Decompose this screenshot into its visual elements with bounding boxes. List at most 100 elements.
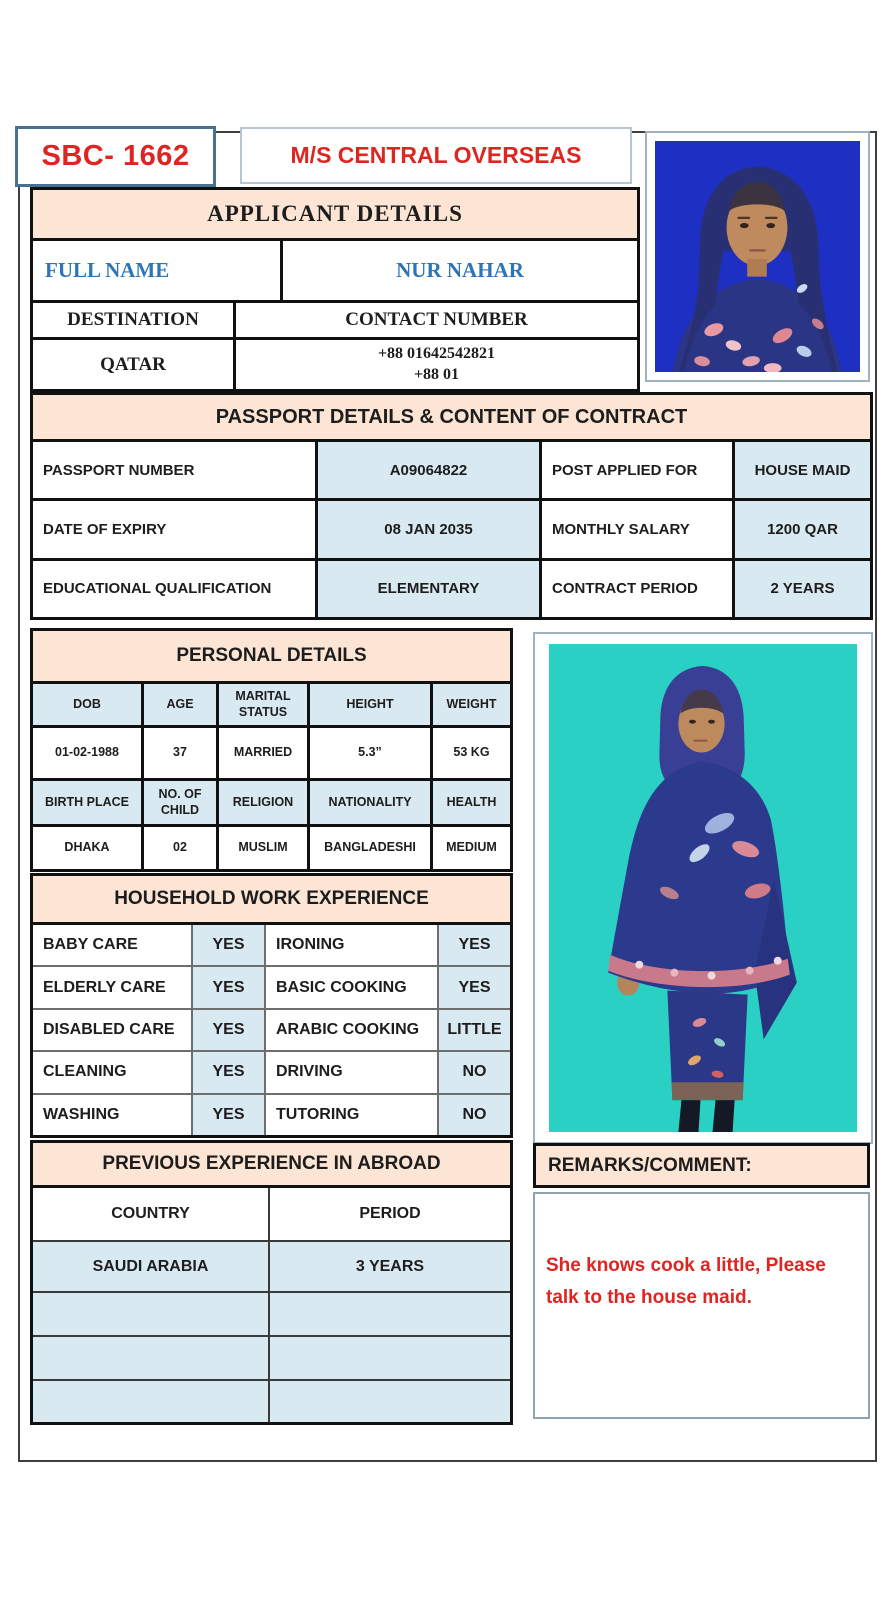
full-body-illustration	[549, 644, 857, 1132]
contact-line-2: +88 01	[413, 365, 460, 383]
salary-label: MONTHLY SALARY	[542, 501, 732, 558]
agency-name: M/S CENTRAL OVERSEAS	[290, 142, 582, 168]
no-of-child-value: 02	[144, 827, 216, 869]
destination-value-row: QATAR +88 01642542821 +88 01	[33, 340, 637, 389]
skill-tutoring-answer: NO	[439, 1094, 510, 1135]
skill-cleaning-answer: YES	[193, 1052, 264, 1093]
passport-number-label: PASSPORT NUMBER	[33, 442, 315, 499]
skill-tutoring: TUTORING	[266, 1094, 437, 1135]
contact-number-value: +88 01642542821 +88 01	[236, 340, 637, 389]
skill-baby-care: BABY CARE	[33, 925, 191, 966]
applicant-full-body-photo	[533, 632, 873, 1144]
age-header: AGE	[144, 684, 216, 725]
remarks-comment-box: She knows cook a little, Please talk to …	[533, 1192, 870, 1419]
destination-value: QATAR	[33, 340, 233, 389]
skill-driving: DRIVING	[266, 1052, 437, 1093]
religion-header: RELIGION	[219, 781, 307, 824]
education-value: ELEMENTARY	[318, 560, 539, 617]
skill-washing-answer: YES	[193, 1094, 264, 1135]
birth-place-header: BIRTH PLACE	[33, 781, 141, 824]
passport-section-title: PASSPORT DETAILS & CONTENT OF CONTRACT	[33, 395, 870, 439]
age-value: 37	[144, 728, 216, 778]
personal-details-section: PERSONAL DETAILS DOB AGE MARITAL STATUS …	[30, 628, 513, 872]
full-name-row: FULL NAME NUR NAHAR	[33, 241, 637, 300]
contact-line-1: +88 01642542821	[377, 344, 496, 362]
nationality-value: BANGLADESHI	[310, 827, 430, 869]
country-column-header: COUNTRY	[33, 1188, 268, 1240]
applicant-details-section: APPLICANT DETAILS FULL NAME NUR NAHAR DE…	[30, 187, 640, 392]
personal-section-title: PERSONAL DETAILS	[33, 631, 510, 681]
reference-code-box: SBC- 1662	[15, 126, 216, 187]
experience-period	[270, 1381, 510, 1422]
experience-period	[270, 1337, 510, 1379]
household-section-title: HOUSEHOLD WORK EXPERIENCE	[33, 876, 510, 925]
applicant-section-title: APPLICANT DETAILS	[33, 190, 637, 238]
experience-period	[270, 1293, 510, 1335]
experience-country	[33, 1337, 268, 1379]
height-header: HEIGHT	[310, 684, 430, 725]
expiry-value: 08 JAN 2035	[318, 501, 539, 558]
period-column-header: PERIOD	[270, 1188, 510, 1240]
marital-status-value: MARRIED	[219, 728, 307, 778]
skill-ironing: IRONING	[266, 925, 437, 966]
skill-basic-cooking: BASIC COOKING	[266, 967, 437, 1008]
applicant-portrait-photo	[645, 131, 870, 382]
expiry-label: DATE OF EXPIRY	[33, 501, 315, 558]
dob-value: 01-02-1988	[33, 728, 141, 778]
contact-number-label: CONTACT NUMBER	[236, 303, 637, 337]
skill-disabled-care: DISABLED CARE	[33, 1009, 191, 1051]
contract-period-label: CONTRACT PERIOD	[542, 560, 732, 617]
experience-section-title: PREVIOUS EXPERIENCE IN ABROAD	[33, 1143, 510, 1188]
passport-details-section: PASSPORT DETAILS & CONTENT OF CONTRACT P…	[30, 392, 873, 620]
destination-header-row: DESTINATION CONTACT NUMBER	[33, 303, 637, 337]
skill-disabled-care-answer: YES	[193, 1009, 264, 1051]
personal-table: DOB AGE MARITAL STATUS HEIGHT WEIGHT 01-…	[33, 684, 510, 869]
destination-label: DESTINATION	[33, 303, 233, 337]
full-name-value: NUR NAHAR	[283, 241, 637, 300]
weight-header: WEIGHT	[433, 684, 510, 725]
health-value: MEDIUM	[433, 827, 510, 869]
remarks-comment-text: She knows cook a little, Please talk to …	[535, 1194, 868, 1315]
religion-value: MUSLIM	[219, 827, 307, 869]
skill-cleaning: CLEANING	[33, 1052, 191, 1093]
nationality-header: NATIONALITY	[310, 781, 430, 824]
experience-table: COUNTRY PERIOD SAUDI ARABIA 3 YEARS	[33, 1188, 510, 1422]
skill-baby-care-answer: YES	[193, 925, 264, 966]
passport-table: PASSPORT NUMBER A09064822 POST APPLIED F…	[33, 442, 870, 617]
salary-value: 1200 QAR	[735, 501, 870, 558]
experience-country: SAUDI ARABIA	[33, 1242, 268, 1291]
remarks-line-2: talk to the house maid.	[546, 1287, 752, 1309]
dob-header: DOB	[33, 684, 141, 725]
household-table: BABY CARE YES IRONING YES ELDERLY CARE Y…	[33, 925, 510, 1135]
contract-period-value: 2 YEARS	[735, 560, 870, 617]
passport-number-value: A09064822	[318, 442, 539, 499]
experience-country	[33, 1381, 268, 1422]
previous-experience-section: PREVIOUS EXPERIENCE IN ABROAD COUNTRY PE…	[30, 1140, 513, 1425]
reference-code: SBC- 1662	[41, 140, 190, 172]
skill-basic-cooking-answer: YES	[439, 967, 510, 1008]
weight-value: 53 KG	[433, 728, 510, 778]
post-applied-label: POST APPLIED FOR	[542, 442, 732, 499]
skill-driving-answer: NO	[439, 1052, 510, 1093]
birth-place-value: DHAKA	[33, 827, 141, 869]
marital-status-header: MARITAL STATUS	[219, 684, 307, 725]
no-of-child-header: NO. OF CHILD	[144, 781, 216, 824]
skill-arabic-cooking-answer: LITTLE	[439, 1009, 510, 1051]
household-experience-section: HOUSEHOLD WORK EXPERIENCE BABY CARE YES …	[30, 873, 513, 1138]
skill-ironing-answer: YES	[439, 925, 510, 966]
agency-name-box: M/S CENTRAL OVERSEAS	[240, 127, 632, 184]
skill-elderly-care-answer: YES	[193, 967, 264, 1008]
education-label: EDUCATIONAL QUALIFICATION	[33, 560, 315, 617]
post-applied-value: HOUSE MAID	[735, 442, 870, 499]
skill-washing: WASHING	[33, 1094, 191, 1135]
skill-arabic-cooking: ARABIC COOKING	[266, 1009, 437, 1051]
health-header: HEALTH	[433, 781, 510, 824]
remarks-line-1: She knows cook a little, Please	[546, 1255, 826, 1276]
height-value: 5.3”	[310, 728, 430, 778]
skill-elderly-care: ELDERLY CARE	[33, 967, 191, 1008]
portrait-illustration	[655, 141, 860, 372]
experience-country	[33, 1293, 268, 1335]
remarks-section-title: REMARKS/COMMENT:	[533, 1143, 870, 1188]
experience-period: 3 YEARS	[270, 1242, 510, 1291]
